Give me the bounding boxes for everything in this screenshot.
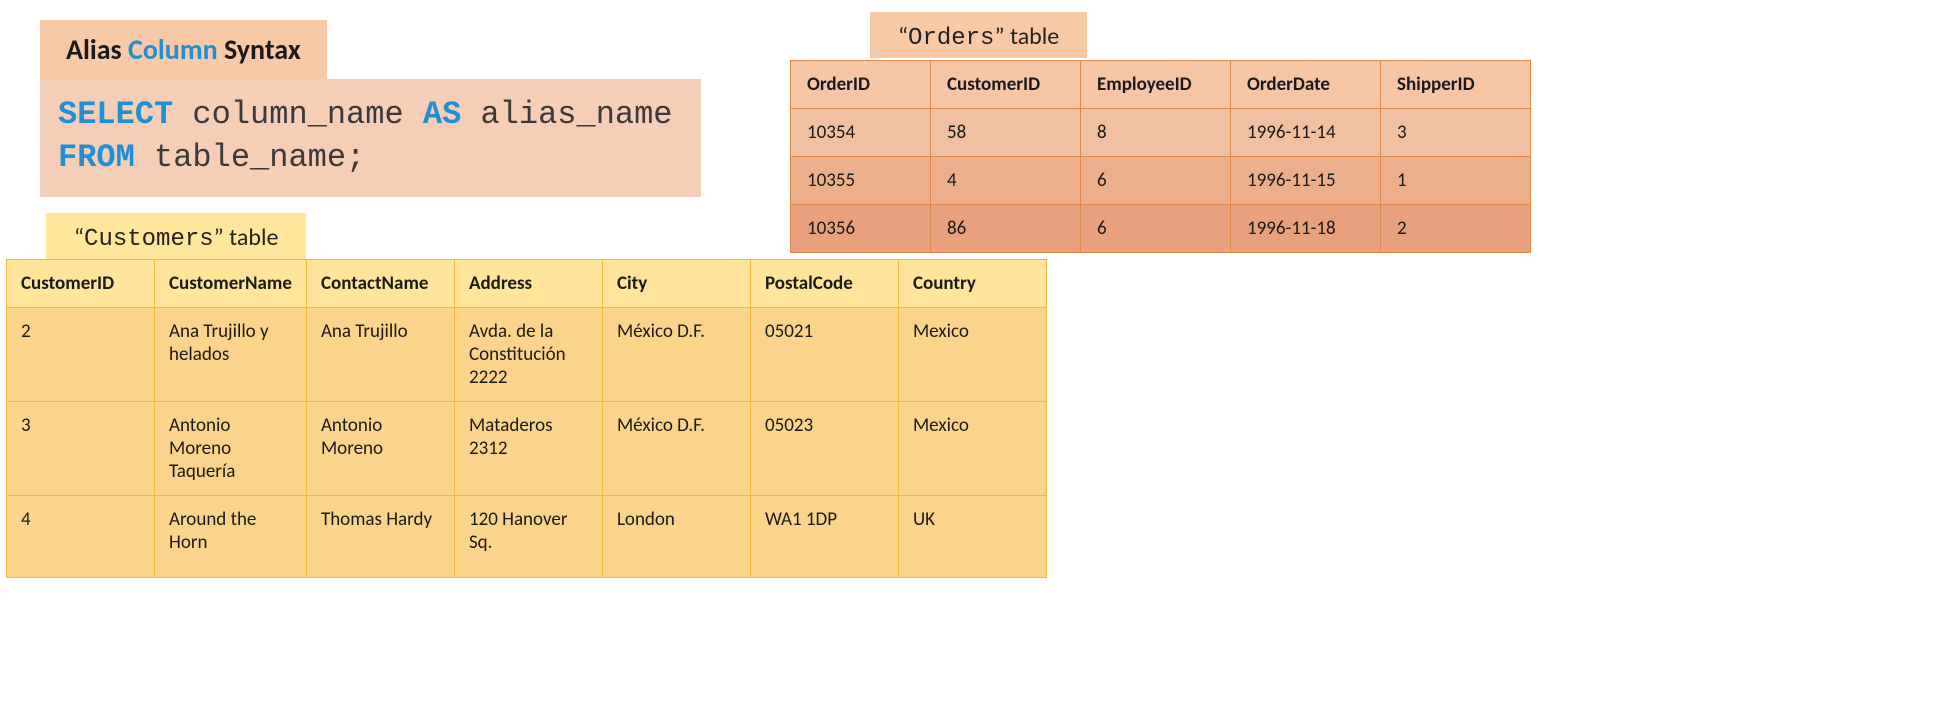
col-header: Country [898, 260, 1046, 308]
quote-close: ” [214, 223, 224, 252]
cell: 4 [931, 157, 1081, 205]
code-text: column_name [173, 96, 423, 133]
col-header: CustomerName [155, 260, 307, 308]
code-line-1: SELECT column_name AS alias_name [58, 93, 673, 136]
cell: 1996-11-18 [1231, 205, 1381, 253]
table-row: 10355 4 6 1996-11-15 1 [791, 157, 1531, 205]
col-header: CustomerID [931, 61, 1081, 109]
cell: 8 [1081, 109, 1231, 157]
cell: 3 [1381, 109, 1531, 157]
cell: Mataderos 2312 [454, 402, 602, 496]
cell: 1 [1381, 157, 1531, 205]
cell: 10356 [791, 205, 931, 253]
cell: Ana Trujillo [306, 308, 454, 402]
cell: 86 [931, 205, 1081, 253]
title-suffix: table [224, 223, 279, 252]
code-text: alias_name [461, 96, 672, 133]
cell: 6 [1081, 205, 1231, 253]
cell: 05023 [750, 402, 898, 496]
cell: UK [898, 496, 1046, 578]
cell: Mexico [898, 308, 1046, 402]
sql-code-block: SELECT column_name AS alias_name FROM ta… [40, 79, 701, 197]
cell: 3 [7, 402, 155, 496]
cell: Mexico [898, 402, 1046, 496]
col-header: OrderID [791, 61, 931, 109]
col-header: CustomerID [7, 260, 155, 308]
cell: 10355 [791, 157, 931, 205]
col-header: City [602, 260, 750, 308]
cell: Thomas Hardy [306, 496, 454, 578]
cell: WA1 1DP [750, 496, 898, 578]
orders-table: OrderID CustomerID EmployeeID OrderDate … [790, 60, 1531, 253]
cell: Antonio Moreno Taquería [155, 402, 307, 496]
kw-from: FROM [58, 139, 135, 176]
table-row: 2 Ana Trujillo y helados Ana Trujillo Av… [7, 308, 1047, 402]
col-header: ContactName [306, 260, 454, 308]
orders-section: “Orders” table OrderID CustomerID Employ… [790, 12, 1531, 253]
code-line-2: FROM table_name; [58, 136, 673, 179]
cell: Around the Horn [155, 496, 307, 578]
customers-title: “Customers” table [46, 213, 306, 259]
cell: Avda. de la Constitución 2222 [454, 308, 602, 402]
cell: México D.F. [602, 402, 750, 496]
col-header: EmployeeID [1081, 61, 1231, 109]
orders-title: “Orders” table [870, 12, 1087, 58]
col-header: PostalCode [750, 260, 898, 308]
col-header: ShipperID [1381, 61, 1531, 109]
cell: 4 [7, 496, 155, 578]
title-suffix: table [1005, 22, 1060, 51]
heading-keyword: Column [128, 32, 218, 67]
table-row: 10356 86 6 1996-11-18 2 [791, 205, 1531, 253]
cell: 1996-11-15 [1231, 157, 1381, 205]
cell: Ana Trujillo y helados [155, 308, 307, 402]
quote-open: “ [898, 22, 908, 51]
quote-close: ” [994, 22, 1004, 51]
cell: 120 Hanover Sq. [454, 496, 602, 578]
cell: 6 [1081, 157, 1231, 205]
customers-name: Customers [84, 226, 214, 253]
table-row: 3 Antonio Moreno Taquería Antonio Moreno… [7, 402, 1047, 496]
heading-post: Syntax [218, 32, 301, 67]
customers-section: “Customers” table CustomerID CustomerNam… [6, 213, 1917, 578]
table-header-row: CustomerID CustomerName ContactName Addr… [7, 260, 1047, 308]
orders-name: Orders [908, 25, 994, 52]
cell: Antonio Moreno [306, 402, 454, 496]
cell: 2 [7, 308, 155, 402]
cell: 10354 [791, 109, 931, 157]
cell: London [602, 496, 750, 578]
syntax-heading: Alias Column Syntax [40, 20, 327, 79]
table-header-row: OrderID CustomerID EmployeeID OrderDate … [791, 61, 1531, 109]
col-header: Address [454, 260, 602, 308]
heading-pre: Alias [66, 32, 128, 67]
cell: 1996-11-14 [1231, 109, 1381, 157]
cell: 2 [1381, 205, 1531, 253]
code-text: table_name; [135, 139, 365, 176]
kw-select: SELECT [58, 96, 173, 133]
table-row: 10354 58 8 1996-11-14 3 [791, 109, 1531, 157]
col-header: OrderDate [1231, 61, 1381, 109]
cell: 05021 [750, 308, 898, 402]
cell: 58 [931, 109, 1081, 157]
cell: México D.F. [602, 308, 750, 402]
table-row: 4 Around the Horn Thomas Hardy 120 Hanov… [7, 496, 1047, 578]
quote-open: “ [74, 223, 84, 252]
kw-as: AS [423, 96, 461, 133]
customers-table: CustomerID CustomerName ContactName Addr… [6, 259, 1047, 578]
